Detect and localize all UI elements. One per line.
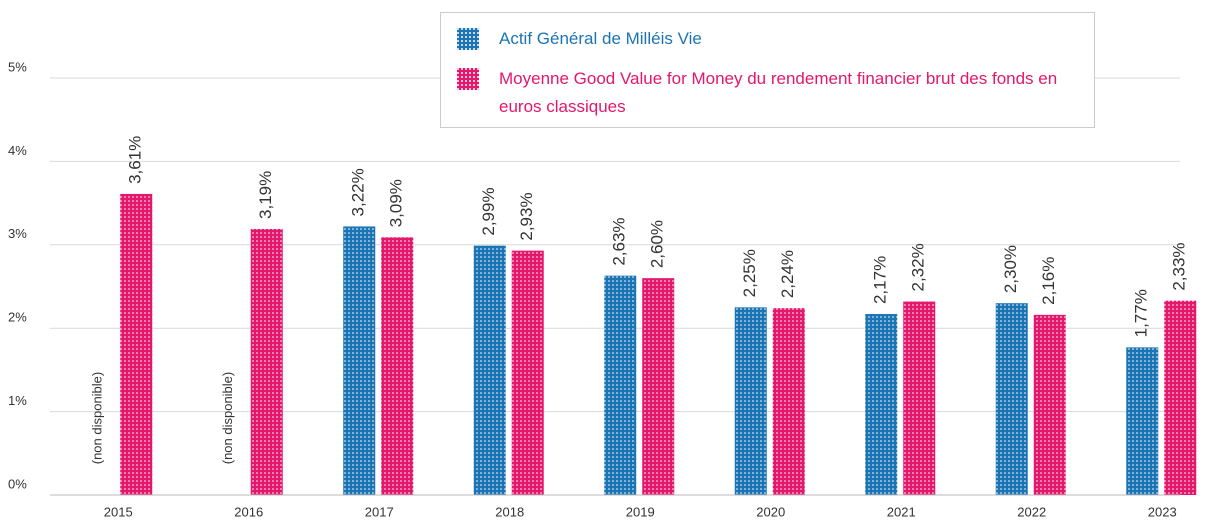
bar bbox=[1126, 347, 1159, 495]
legend-label: Moyenne Good Value for Money du rendemen… bbox=[499, 69, 1058, 116]
bar bbox=[511, 250, 544, 495]
x-tick-label: 2020 bbox=[756, 504, 785, 519]
bar bbox=[642, 278, 675, 495]
x-tick-label: 2017 bbox=[365, 504, 394, 519]
value-label: 2,33% bbox=[1170, 242, 1189, 290]
value-label: 1,77% bbox=[1132, 289, 1151, 337]
legend-swatch bbox=[457, 68, 479, 90]
y-tick-label: 3% bbox=[8, 226, 27, 241]
x-tick-label: 2015 bbox=[104, 504, 133, 519]
y-tick-label: 0% bbox=[8, 476, 27, 491]
bar bbox=[120, 193, 153, 495]
value-label: 2,25% bbox=[740, 249, 759, 297]
x-tick-label: 2018 bbox=[495, 504, 524, 519]
bar bbox=[865, 314, 898, 495]
value-label: 2,30% bbox=[1001, 245, 1020, 293]
value-label: 2,24% bbox=[778, 250, 797, 298]
value-label: 2,16% bbox=[1039, 257, 1058, 305]
value-label: 3,09% bbox=[387, 179, 406, 227]
value-label: 2,60% bbox=[648, 220, 667, 268]
legend-item: Actif Général de Milléis Vie bbox=[457, 25, 1089, 53]
bar bbox=[473, 245, 506, 495]
legend-swatch bbox=[457, 28, 479, 50]
value-label: 2,63% bbox=[610, 217, 629, 265]
value-label: (non disponible) bbox=[90, 372, 105, 465]
legend-label: Actif Général de Milléis Vie bbox=[499, 29, 702, 48]
bar bbox=[250, 228, 283, 496]
x-tick-label: 2016 bbox=[234, 504, 263, 519]
bar bbox=[1164, 300, 1197, 495]
x-tick-label: 2021 bbox=[887, 504, 916, 519]
value-label: 2,93% bbox=[517, 192, 536, 240]
value-label: 3,22% bbox=[349, 168, 368, 216]
y-tick-label: 2% bbox=[8, 310, 27, 325]
bar bbox=[343, 226, 376, 495]
value-label: 3,19% bbox=[256, 171, 275, 219]
bar bbox=[772, 308, 805, 495]
y-tick-label: 1% bbox=[8, 393, 27, 408]
x-tick-label: 2019 bbox=[626, 504, 655, 519]
value-label: 3,61% bbox=[126, 136, 145, 184]
bar bbox=[734, 307, 767, 495]
value-label: 2,99% bbox=[479, 187, 498, 235]
y-tick-label: 4% bbox=[8, 143, 27, 158]
value-label: 2,32% bbox=[909, 243, 928, 291]
x-tick-label: 2022 bbox=[1017, 504, 1046, 519]
bar bbox=[1033, 314, 1066, 495]
value-label: (non disponible) bbox=[220, 372, 235, 465]
value-label: 2,17% bbox=[871, 256, 890, 304]
y-tick-label: 5% bbox=[8, 59, 27, 74]
legend-item: Moyenne Good Value for Money du rendemen… bbox=[457, 65, 1089, 121]
bar bbox=[604, 275, 637, 495]
bar bbox=[903, 301, 936, 495]
legend: Actif Général de Milléis Vie Moyenne Good… bbox=[440, 12, 1095, 128]
bar bbox=[995, 303, 1028, 495]
bar bbox=[381, 237, 414, 495]
x-tick-label: 2023 bbox=[1148, 504, 1177, 519]
